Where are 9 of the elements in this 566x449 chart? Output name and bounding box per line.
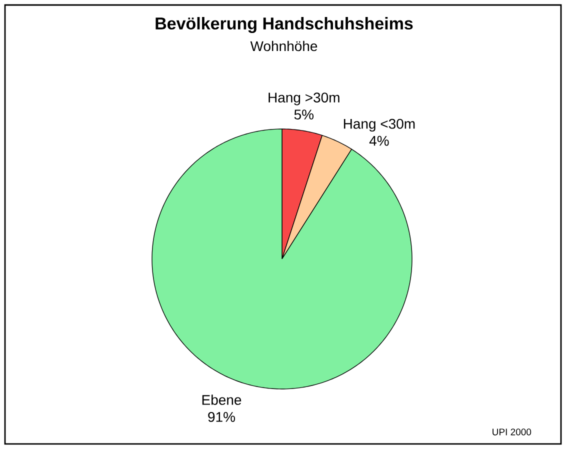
slice-label: Hang >30m <box>268 92 340 106</box>
chart-title: Bevölkerung Handschuhsheims <box>156 17 413 33</box>
slice-label: Hang <30m <box>344 118 415 132</box>
text: UPI 2000 <box>492 428 532 436</box>
data-label: 4% <box>369 136 389 146</box>
data-label: 91% <box>208 412 236 422</box>
data-label: 5% <box>294 110 314 120</box>
chart-subtitle: Wohnhöhe <box>250 40 318 52</box>
slice-label: Ebene <box>202 394 242 405</box>
